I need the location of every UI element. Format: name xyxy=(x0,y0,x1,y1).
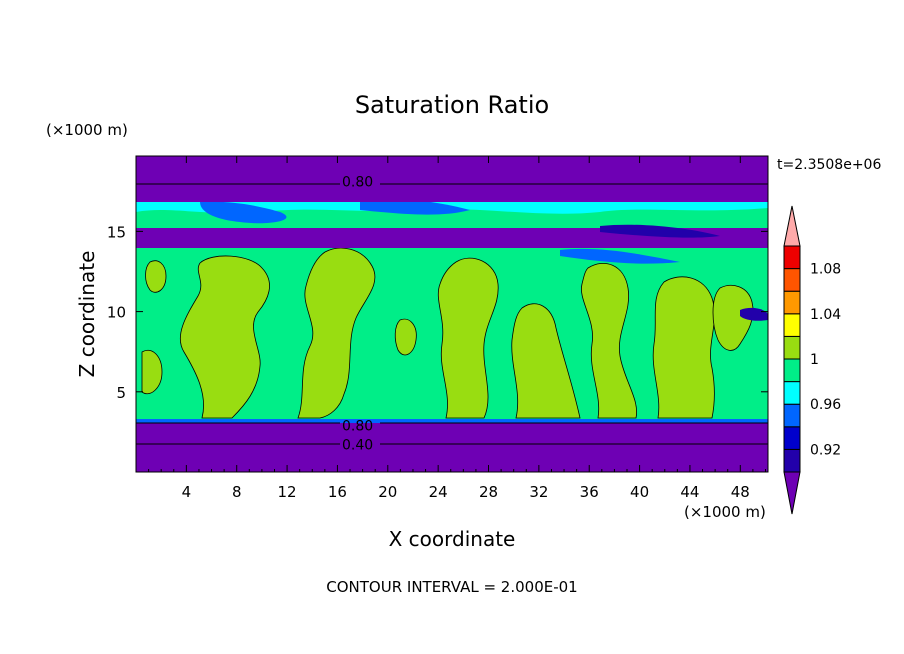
x-tick-label: 16 xyxy=(328,483,347,501)
y-tick-label: 10 xyxy=(107,304,126,322)
x-axis: 4 8 12 16 20 24 28 32 36 40 44 48 xyxy=(148,156,766,501)
x-tick-label: 32 xyxy=(529,483,548,501)
colorbar: 1.08 1.04 1 0.96 0.92 xyxy=(783,205,841,515)
colorbar-over-triangle xyxy=(783,205,801,247)
colorbar-segment xyxy=(783,245,801,270)
contour-label: 0.40 xyxy=(342,438,373,454)
colorbar-segment xyxy=(783,335,801,360)
colorbar-tick-label: 0.92 xyxy=(810,442,841,458)
x-tick-label: 36 xyxy=(580,483,599,501)
y-tick-label: 5 xyxy=(116,384,126,402)
contour-label: 0.80 xyxy=(342,418,373,434)
colorbar-segment xyxy=(783,268,801,292)
contour-interval-label: CONTOUR INTERVAL = 2.000E-01 xyxy=(326,578,577,596)
x-tick-label: 44 xyxy=(680,483,699,501)
band-upper-purple xyxy=(136,228,768,248)
contour-lines xyxy=(136,183,768,445)
contour-label-layer: 0.80 0.80 0.40 xyxy=(342,175,373,454)
x-tick-label: 40 xyxy=(630,483,649,501)
x-tick-label: 12 xyxy=(278,483,297,501)
x-tick-label: 48 xyxy=(731,483,750,501)
time-label: t=2.3508e+06 xyxy=(777,157,881,173)
band-top-purple xyxy=(136,156,768,202)
colorbar-segment xyxy=(783,426,801,450)
colorbar-tick-label: 0.96 xyxy=(810,397,841,413)
colorbar-segment xyxy=(783,403,801,428)
colorbar-segment xyxy=(783,290,801,315)
y-tick-label: 15 xyxy=(107,223,126,241)
contour-label: 0.80 xyxy=(342,175,373,191)
colorbar-segment xyxy=(783,358,801,383)
y-axis-label: Z coordinate xyxy=(75,251,99,378)
y-axis: 5 10 15 xyxy=(107,223,768,402)
chart-title: Saturation Ratio xyxy=(355,91,549,119)
x-axis-label: X coordinate xyxy=(389,527,516,551)
plot-area xyxy=(136,156,768,472)
x-tick-label: 8 xyxy=(232,483,242,501)
colorbar-segment xyxy=(783,448,801,473)
x-tick-label: 4 xyxy=(182,483,192,501)
x-tick-label: 20 xyxy=(378,483,397,501)
colorbar-segment xyxy=(783,313,801,337)
colorbar-tick-label: 1.08 xyxy=(810,262,841,278)
colorbar-tick-label: 1 xyxy=(810,352,819,368)
colorbar-under-triangle xyxy=(783,471,801,515)
band-bottom-purple xyxy=(136,422,768,472)
colorbar-segment xyxy=(783,381,801,405)
band-bottom-blue xyxy=(136,419,768,423)
x-unit-label: (×1000 m) xyxy=(684,503,766,521)
x-tick-label: 28 xyxy=(479,483,498,501)
colorbar-tick-label: 1.04 xyxy=(810,307,841,323)
lime-patches xyxy=(141,247,754,419)
x-tick-label: 24 xyxy=(429,483,448,501)
y-unit-label: (×1000 m) xyxy=(46,121,128,139)
plot-frame xyxy=(135,155,769,473)
